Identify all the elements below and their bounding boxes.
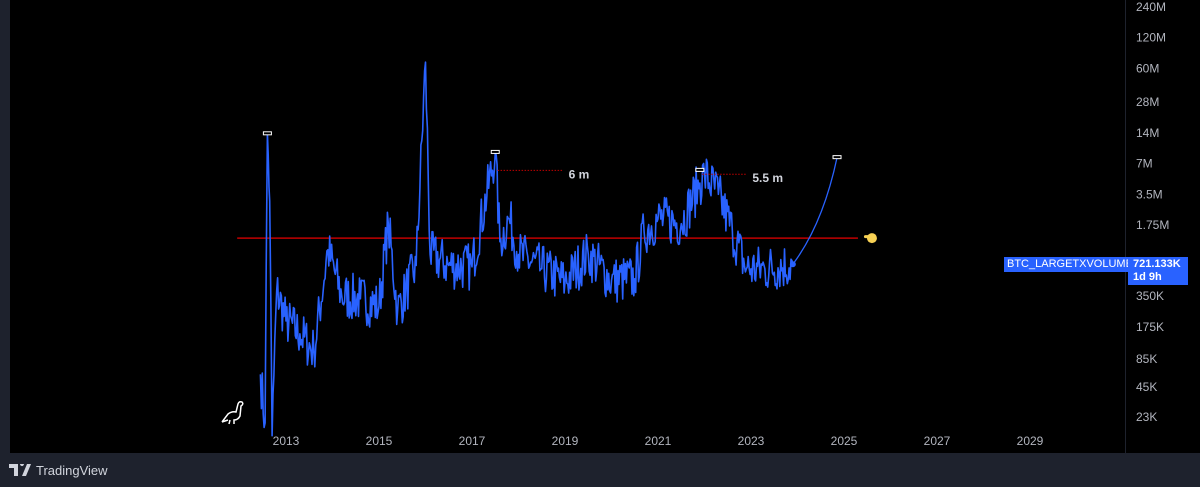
dino-icon-layer bbox=[221, 401, 244, 425]
dino-icon bbox=[221, 401, 244, 425]
x-tick-label: 2025 bbox=[831, 434, 858, 448]
y-tick-label: 85K bbox=[1136, 352, 1157, 366]
y-tick-label: 240M bbox=[1136, 0, 1166, 14]
x-tick-label: 2021 bbox=[645, 434, 672, 448]
tradingview-branding[interactable]: TradingView bbox=[9, 460, 108, 480]
y-tick-label: 3.5M bbox=[1136, 187, 1163, 201]
chart-svg: 2013 2015 2017 2019 2021 2023 2025 2027 2029 6 m 5… bbox=[237, 61, 1044, 448]
y-tick-label: 120M bbox=[1136, 31, 1166, 45]
x-tick-label: 2017 bbox=[459, 434, 486, 448]
y-tick-label: 14M bbox=[1136, 126, 1159, 140]
price-axis-svg: 240M 120M 60M 28M 14M 7M 3.5M 1.75M 350K 175K 85K 4… bbox=[1136, 0, 1169, 424]
chart-plot-area[interactable]: 2013 2015 2017 2019 2021 2023 2025 2027 2029 6 m 5… bbox=[10, 0, 1125, 453]
y-tick-label: 45K bbox=[1136, 380, 1157, 394]
point-marker bbox=[262, 131, 272, 136]
hand-finger bbox=[863, 235, 872, 239]
point-marker bbox=[490, 149, 500, 154]
last-value: 721.133K bbox=[1133, 258, 1181, 270]
price-axis[interactable]: 240M 120M 60M 28M 14M 7M 3.5M 1.75M 350K 175K 85K 4… bbox=[1125, 0, 1200, 453]
y-tick-label: 60M bbox=[1136, 61, 1159, 75]
y-tick-label: 7M bbox=[1136, 157, 1153, 171]
pointing-hand-icon bbox=[863, 233, 877, 244]
x-tick-label: 2023 bbox=[738, 434, 765, 448]
y-tick-label: 350K bbox=[1136, 289, 1164, 303]
last-value-label: 721.133K 1d 9h bbox=[1128, 257, 1188, 285]
symbol-label: BTC_LARGETXVOLUME bbox=[1004, 257, 1136, 272]
countdown: 1d 9h bbox=[1133, 271, 1162, 283]
point-marker bbox=[695, 167, 705, 172]
tradingview-logo-icon bbox=[9, 464, 31, 476]
y-tick-label: 1.75M bbox=[1136, 218, 1169, 232]
x-tick-label: 2029 bbox=[1017, 434, 1044, 448]
projection-curve bbox=[792, 157, 838, 265]
y-tick-label: 23K bbox=[1136, 410, 1157, 424]
y-tick-label: 28M bbox=[1136, 95, 1159, 109]
x-tick-label: 2027 bbox=[924, 434, 951, 448]
y-tick-label: 175K bbox=[1136, 320, 1164, 334]
x-tick-label: 2013 bbox=[273, 434, 300, 448]
annotation-label: 5.5 m bbox=[752, 171, 783, 185]
point-marker bbox=[832, 155, 842, 160]
brand-name: TradingView bbox=[36, 462, 108, 478]
x-tick-label: 2019 bbox=[552, 434, 579, 448]
annotation-label: 6 m bbox=[569, 167, 590, 181]
x-tick-label: 2015 bbox=[366, 434, 393, 448]
